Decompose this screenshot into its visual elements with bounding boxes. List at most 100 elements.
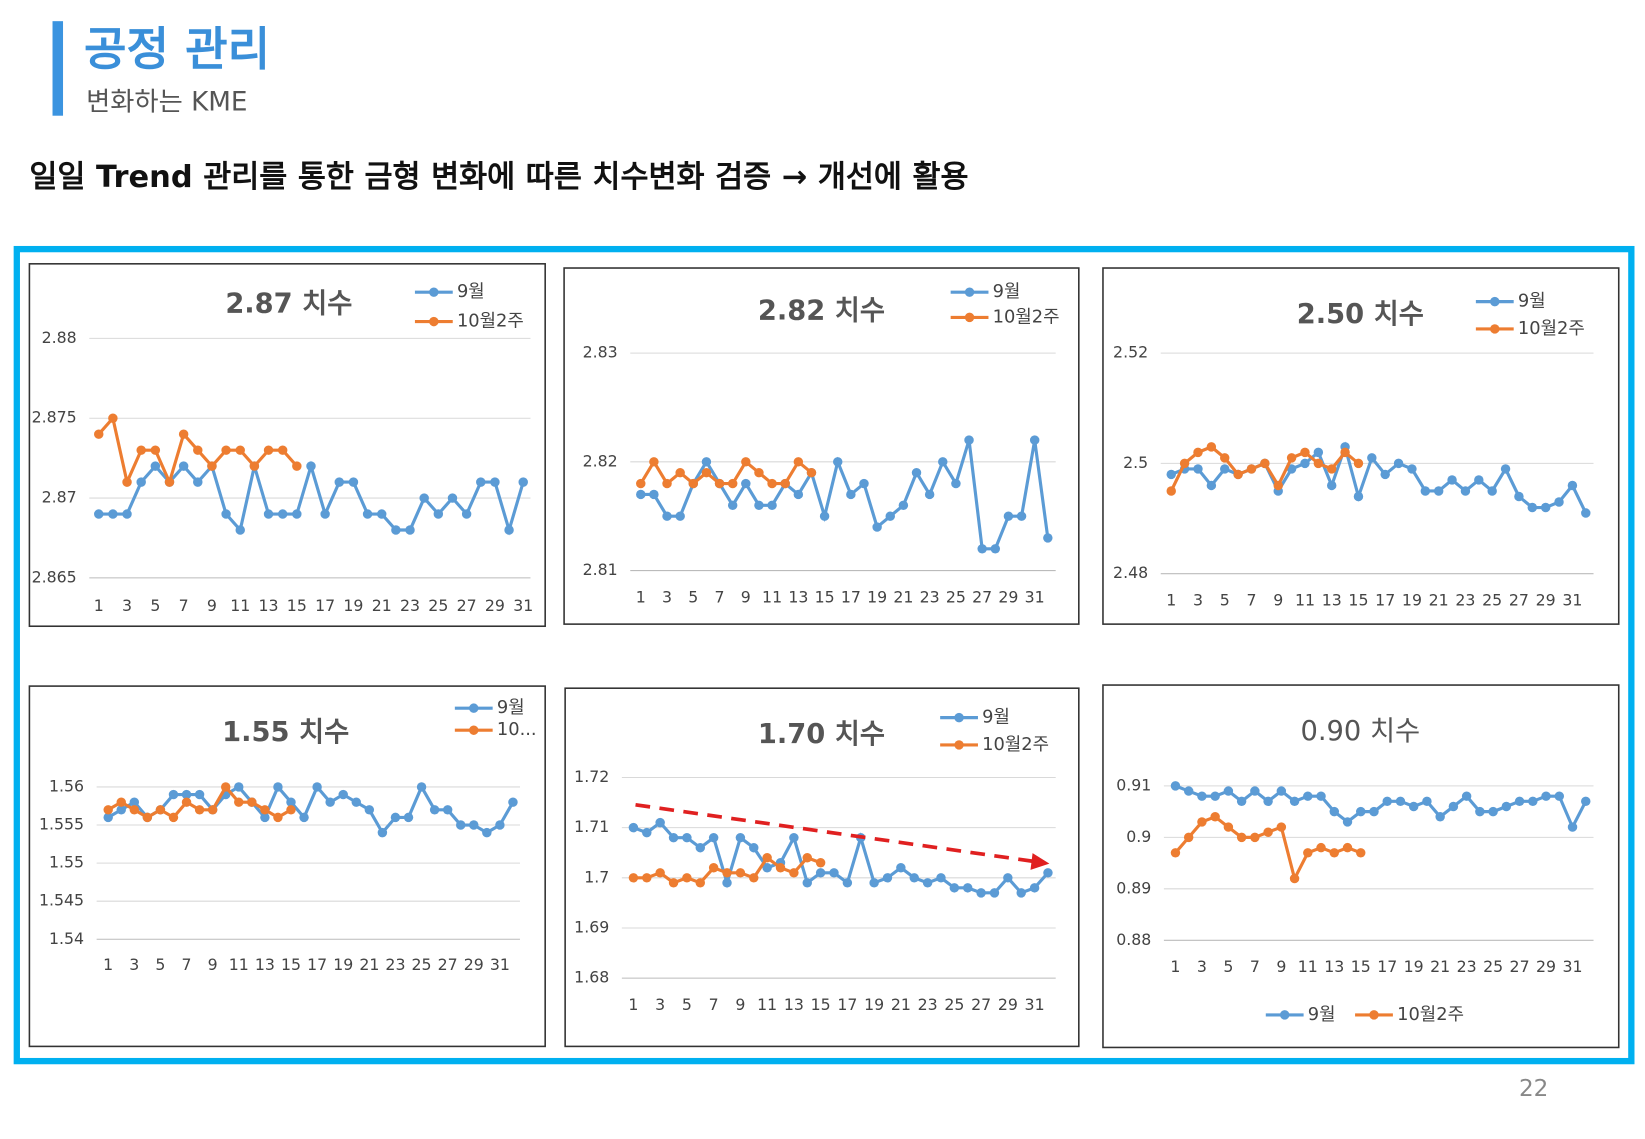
chart-title: 1.55 치수 [222,717,349,748]
chart-title: 2.87 치수 [225,288,352,319]
x-tick-label: 31 [1562,591,1582,610]
x-tick-label: 13 [259,596,279,615]
x-tick-label: 27 [972,587,992,606]
chart-title: 2.50 치수 [1297,299,1424,330]
data-point [655,868,665,878]
data-point [1514,796,1525,807]
data-point [193,477,203,487]
data-point [1236,832,1247,843]
data-point [1289,796,1300,807]
x-tick-label: 25 [944,995,964,1014]
data-point [1353,458,1364,469]
x-tick-label: 13 [1322,591,1342,610]
data-point [842,878,853,888]
data-point [178,461,189,471]
data-point [1380,469,1390,480]
x-tick-label: 1 [103,955,113,974]
x-tick-label: 13 [1324,957,1344,976]
x-tick-label: 27 [457,596,477,615]
data-point [1193,447,1203,458]
data-point [273,812,283,823]
data-point [1407,464,1417,474]
x-tick-label: 25 [428,596,448,615]
legend-label: 9월 [993,281,1021,302]
x-tick-label: 1 [1170,957,1180,976]
data-point [1353,491,1364,502]
x-tick-label: 29 [998,587,1018,606]
data-point [207,805,218,815]
data-point [1223,786,1234,796]
x-tick-label: 23 [400,596,420,615]
x-tick-label: 7 [1246,591,1256,610]
title-bar [52,21,64,116]
data-point [882,873,893,883]
data-point [168,812,179,823]
data-point [1286,464,1297,474]
legend-marker [429,316,439,327]
data-point [490,477,500,487]
data-point [338,789,348,800]
data-point [1197,817,1207,827]
data-point [1289,873,1300,884]
data-point [277,445,288,455]
data-point [668,832,679,843]
data-point [922,878,933,888]
data-point [181,789,192,800]
x-tick-label: 19 [333,955,353,974]
x-tick-label: 7 [182,955,192,974]
data-point [819,511,830,521]
y-tick-label: 1.56 [49,776,84,795]
data-point [181,797,192,807]
x-tick-label: 11 [757,995,777,1014]
data-point [1220,464,1230,474]
data-point [377,509,387,519]
x-tick-label: 29 [1536,957,1556,976]
data-point [108,509,118,519]
trend-arrow-head [1030,853,1050,870]
chart-title: 2.82 치수 [758,296,885,327]
data-point [1236,796,1247,807]
data-point [1220,453,1230,463]
x-tick-label: 25 [1482,591,1502,610]
data-point [1447,475,1457,485]
x-tick-label: 31 [513,596,533,615]
data-point [249,461,260,471]
data-point [989,888,1000,898]
x-tick-label: 31 [490,955,510,974]
data-point [1250,786,1260,796]
data-point [136,445,146,455]
x-tick-label: 15 [815,587,835,606]
x-tick-label: 21 [1429,591,1449,610]
data-point [221,509,231,519]
data-point [292,461,302,471]
chart-panel [1102,267,1620,625]
data-point [94,429,104,439]
data-point [194,805,205,815]
data-point [1313,447,1324,458]
data-point [833,457,843,467]
data-point [1433,486,1444,496]
headline: 일일 Trend 관리를 통한 금형 변화에 따른 치수변화 검증 → 개선에 … [29,160,968,195]
data-point [433,509,444,519]
x-tick-label: 21 [891,995,911,1014]
data-point [122,477,132,487]
data-point [636,489,646,500]
data-point [1369,806,1379,817]
legend-marker [1279,1010,1290,1020]
data-point [1043,533,1053,543]
data-point [469,820,479,830]
x-tick-label: 13 [788,587,808,606]
data-point [150,445,161,455]
x-tick-label: 23 [918,995,938,1014]
data-point [122,509,132,519]
data-point [1487,486,1497,496]
x-tick-label: 7 [715,587,725,606]
legend-label: 9월 [457,281,485,302]
data-point [976,888,986,898]
x-tick-label: 7 [179,596,189,615]
x-tick-label: 3 [655,995,665,1014]
data-point [1408,801,1419,812]
data-point [260,812,270,823]
data-point [1260,458,1270,469]
